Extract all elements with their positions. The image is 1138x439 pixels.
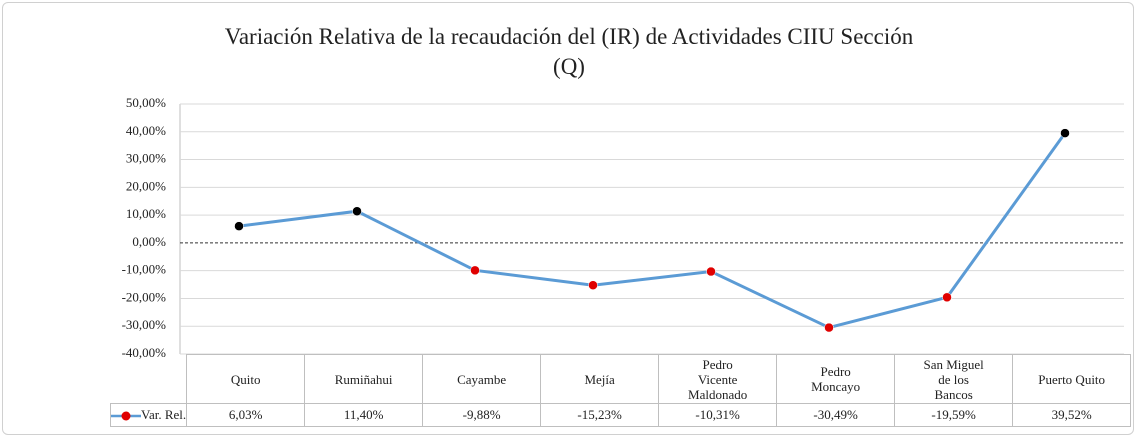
y-tick-label: 40,00% <box>126 123 166 138</box>
legend-marker <box>121 411 131 421</box>
x-tick-label: Cayambe <box>457 371 507 387</box>
value-label: 11,40% <box>304 403 424 427</box>
y-tick-label: -20,00% <box>122 289 167 304</box>
marker <box>1060 128 1070 138</box>
series-line <box>238 132 1067 330</box>
category-cell: Mejía <box>540 354 660 404</box>
legend-cell: Var. Rel. <box>109 403 188 427</box>
category-cell: San Miguel de los Bancos <box>894 354 1014 404</box>
category-row: Quito Rumiñahui Cayambe Mejía Pedro Vicente … <box>110 354 1132 404</box>
blank-cell <box>110 354 188 404</box>
legend-label: Var. Rel. <box>141 407 187 422</box>
chart-title: Variación Relativa de la recaudación del… <box>224 24 914 79</box>
value-label: 39,52% <box>1012 403 1132 427</box>
value-label: -9,88% <box>422 403 542 427</box>
x-tick-label: San Miguel de los Bancos <box>923 356 984 402</box>
marker <box>588 280 598 290</box>
y-tick-label: 0,00% <box>132 234 166 249</box>
value-label: -10,31% <box>658 403 778 427</box>
marker <box>824 322 834 333</box>
value-row: Var. Rel. 6,03% 11,40% -9,88% -15,23% -10,31… <box>109 403 1132 427</box>
x-tick-label: Pedro Vicente Maldonado <box>688 356 748 402</box>
x-tick-label: Puerto Quito <box>1038 371 1106 387</box>
category-cell: Pedro Moncayo <box>776 354 896 404</box>
category-cell: Cayambe <box>422 354 542 404</box>
y-tick-label: 30,00% <box>126 151 166 166</box>
legend-key <box>111 411 141 421</box>
category-cell: Pedro Vicente Maldonado <box>658 354 778 404</box>
value-label: -30,49% <box>776 403 896 427</box>
marker <box>706 266 716 277</box>
x-tick-label: Quito <box>230 371 261 387</box>
value-label: -15,23% <box>540 403 660 427</box>
marker <box>942 292 952 303</box>
x-tick-label: Mejía <box>584 371 615 387</box>
y-tick-label: 10,00% <box>126 206 166 221</box>
y-tick-label: 20,00% <box>126 178 166 193</box>
value-label: -19,59% <box>894 403 1014 427</box>
value-label: 6,03% <box>186 403 306 427</box>
data-table: Quito Rumiñahui Cayambe Mejía Pedro Vicente … <box>109 354 1132 427</box>
y-tick-label: -30,00% <box>122 317 167 332</box>
marker <box>470 265 480 276</box>
marker <box>234 221 244 231</box>
category-cell: Puerto Quito <box>1012 354 1132 404</box>
y-tick-label: 50,00% <box>126 95 166 110</box>
x-tick-label: Pedro Moncayo <box>811 364 861 394</box>
category-cell: Rumiñahui <box>304 354 424 404</box>
marker <box>352 206 362 216</box>
x-tick-label: Rumiñahui <box>334 371 393 387</box>
y-tick-label: -10,00% <box>122 262 167 277</box>
category-cell: Quito <box>186 354 306 404</box>
